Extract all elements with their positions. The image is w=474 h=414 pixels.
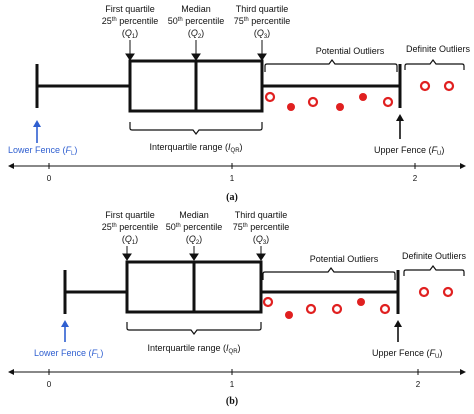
panel-a: First quartile 25th percentile (Q1) Medi… [8, 4, 471, 203]
panel-a-label: (a) [226, 192, 238, 203]
axis-tick-label-2: 2 [416, 380, 421, 389]
q3-title: Third quartile [236, 4, 289, 14]
definite-outlier-points [419, 80, 455, 92]
q1-title: First quartile [105, 210, 155, 220]
lower-fence-arrowhead [33, 120, 41, 127]
panel-b: First quartile 25th percentile (Q1) Medi… [8, 210, 467, 407]
outlier-filled [287, 103, 295, 111]
upper-fence-arrowhead [394, 320, 402, 327]
q2-percentile: 50th percentile [168, 16, 225, 26]
q3-symbol: (Q3) [253, 234, 269, 246]
definite-outliers-bracket [404, 59, 465, 70]
upper-fence-label: Upper Fence (FU) [372, 348, 442, 360]
q2-symbol: (Q2) [188, 28, 204, 40]
definite-outliers-label: Definite Outliers [406, 44, 471, 54]
outlier-open [331, 303, 343, 315]
outlier-open [264, 91, 276, 103]
q2-arrowhead [191, 53, 201, 61]
outlier-open [379, 303, 391, 315]
q1-symbol: (Q1) [122, 234, 138, 246]
q3-symbol: (Q3) [254, 28, 270, 40]
axis-tick-label-1: 1 [230, 380, 235, 389]
q1-arrowhead [122, 253, 132, 261]
number-axis: 0 1 2 [8, 163, 466, 183]
q1-symbol: (Q1) [122, 28, 138, 40]
lower-fence-arrowhead [61, 320, 69, 327]
potential-outliers-bracket [262, 267, 396, 280]
outlier-open [419, 80, 431, 92]
outlier-filled [359, 93, 367, 101]
potential-outliers-bracket [264, 59, 398, 72]
quartile-arrows [125, 40, 267, 61]
q1-percentile: 25th percentile [102, 222, 159, 232]
q3-title: Third quartile [235, 210, 288, 220]
q3-label: Third quartile 75th percentile (Q3) [234, 4, 291, 40]
potential-outlier-points [262, 296, 391, 319]
quartile-arrows [122, 246, 266, 261]
axis-tick-label-0: 0 [47, 380, 52, 389]
outlier-open [443, 80, 455, 92]
outlier-open [305, 303, 317, 315]
potential-outliers-label: Potential Outliers [316, 46, 385, 56]
axis-left-arrowhead [8, 163, 14, 169]
axis-tick-label-1: 1 [230, 174, 235, 183]
potential-outlier-points [264, 91, 394, 111]
q2-title: Median [181, 4, 211, 14]
q2-label: Median 50th percentile (Q2) [166, 210, 223, 246]
q3-arrowhead [257, 53, 267, 61]
outlier-open [442, 286, 454, 298]
iqr-label: Interquartile range (IQR) [149, 142, 242, 154]
outlier-open [307, 96, 319, 108]
axis-tick-label-0: 0 [47, 174, 52, 183]
outlier-open [418, 286, 430, 298]
outlier-filled [336, 103, 344, 111]
q2-label: Median 50th percentile (Q2) [168, 4, 225, 40]
q1-arrowhead [125, 53, 135, 61]
lower-fence-label: Lower Fence (FL) [34, 348, 103, 360]
upper-fence-label: Upper Fence (FU) [374, 145, 444, 157]
outlier-filled [357, 298, 365, 306]
axis-left-arrowhead [8, 369, 14, 375]
q1-title: First quartile [105, 4, 155, 14]
q3-percentile: 75th percentile [234, 16, 291, 26]
number-axis: 0 1 2 [8, 369, 466, 389]
lower-fence-label: Lower Fence (FL) [8, 145, 77, 157]
definite-outliers-bracket [403, 265, 465, 276]
outlier-filled [285, 311, 293, 319]
q1-label: First quartile 25th percentile (Q1) [102, 210, 159, 246]
outlier-open [382, 96, 394, 108]
q2-percentile: 50th percentile [166, 222, 223, 232]
outlier-open [262, 296, 274, 308]
q2-title: Median [179, 210, 209, 220]
axis-right-arrowhead [460, 369, 466, 375]
panel-b-label: (b) [226, 396, 238, 407]
iqr-label: Interquartile range (IQR) [147, 343, 240, 355]
q2-arrowhead [189, 253, 199, 261]
iqr-bracket [126, 322, 262, 335]
q3-arrowhead [256, 253, 266, 261]
q1-label: First quartile 25th percentile (Q1) [102, 4, 159, 40]
axis-right-arrowhead [460, 163, 466, 169]
axis-tick-label-2: 2 [413, 174, 418, 183]
iqr-bracket [129, 122, 263, 135]
upper-fence-arrowhead [396, 114, 404, 121]
q3-percentile: 75th percentile [233, 222, 290, 232]
definite-outliers-label: Definite Outliers [402, 251, 467, 261]
q2-symbol: (Q2) [186, 234, 202, 246]
q3-label: Third quartile 75th percentile (Q3) [233, 210, 290, 246]
potential-outliers-label: Potential Outliers [310, 254, 379, 264]
definite-outlier-points [418, 286, 454, 298]
q1-percentile: 25th percentile [102, 16, 159, 26]
